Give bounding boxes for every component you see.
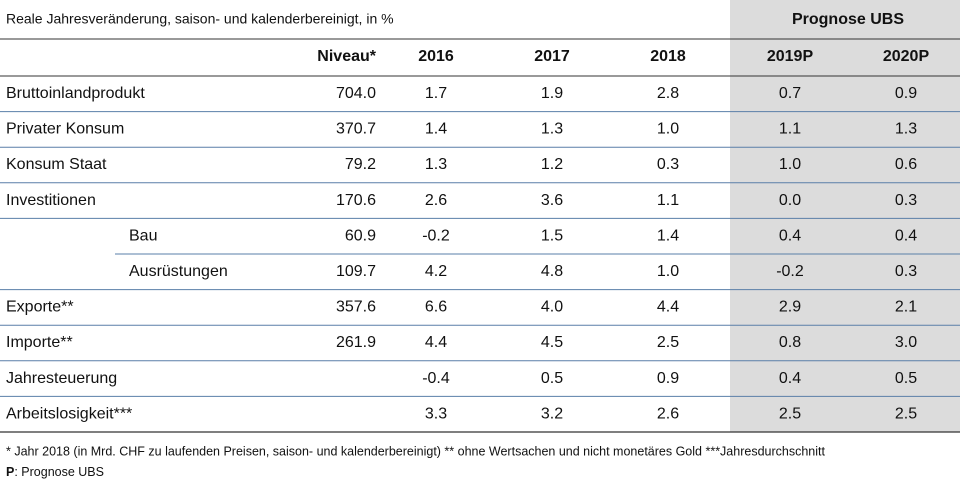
- cell: 3.6: [541, 192, 563, 209]
- cell: 0.3: [895, 263, 917, 280]
- cell: 0.3: [895, 192, 917, 209]
- cell: 2.1: [895, 299, 917, 316]
- cell: 79.2: [345, 156, 376, 173]
- column-header: 2019P: [767, 48, 814, 65]
- footnote: P: Prognose UBS: [6, 465, 104, 479]
- cell: -0.2: [422, 227, 450, 244]
- cell: 1.5: [541, 227, 563, 244]
- cell: 704.0: [336, 85, 376, 102]
- column-header: 2016: [418, 48, 454, 65]
- cell: 2.5: [895, 405, 917, 422]
- row-label: Privater Konsum: [6, 121, 124, 138]
- cell: 1.1: [657, 192, 679, 209]
- cell: -0.4: [422, 370, 450, 387]
- cell: 1.0: [657, 121, 679, 138]
- row-label: Bruttoinlandprodukt: [6, 85, 145, 102]
- cell: 1.3: [895, 121, 917, 138]
- cell: 1.0: [657, 263, 679, 280]
- cell: 60.9: [345, 227, 376, 244]
- cell: 1.1: [779, 121, 801, 138]
- cell: 1.0: [779, 156, 801, 173]
- cell: 0.6: [895, 156, 917, 173]
- cell: 6.6: [425, 299, 447, 316]
- cell: 1.3: [425, 156, 447, 173]
- cell: 3.2: [541, 405, 563, 422]
- cell: 0.3: [657, 156, 679, 173]
- cell: 2.5: [657, 334, 679, 351]
- cell: 0.0: [779, 192, 801, 209]
- cell: 4.8: [541, 263, 563, 280]
- cell: 2.5: [779, 405, 801, 422]
- column-header: Niveau*: [317, 48, 376, 65]
- cell: 4.4: [425, 334, 447, 351]
- cell: 0.5: [541, 370, 563, 387]
- cell: 261.9: [336, 334, 376, 351]
- cell: 0.4: [779, 370, 801, 387]
- row-label: Ausrüstungen: [129, 263, 228, 280]
- cell: 1.2: [541, 156, 563, 173]
- cell: -0.2: [776, 263, 804, 280]
- row-label: Arbeitslosigkeit***: [6, 405, 132, 422]
- cell: 1.7: [425, 85, 447, 102]
- forecast-label: Prognose UBS: [792, 11, 904, 28]
- row-label: Exporte**: [6, 299, 74, 316]
- column-header: 2020P: [883, 48, 930, 65]
- cell: 2.6: [657, 405, 679, 422]
- cell: 1.4: [425, 121, 447, 138]
- cell: 4.5: [541, 334, 563, 351]
- footnote-bold: P: [6, 465, 14, 479]
- cell: 2.8: [657, 85, 679, 102]
- footnote-text: : Prognose UBS: [14, 465, 104, 479]
- caption: Reale Jahresveränderung, saison- und kal…: [6, 11, 394, 27]
- cell: 1.3: [541, 121, 563, 138]
- forecast-shading: [730, 0, 960, 432]
- row-label: Konsum Staat: [6, 156, 107, 173]
- cell: 1.9: [541, 85, 563, 102]
- cell: 170.6: [336, 192, 376, 209]
- column-header: 2018: [650, 48, 686, 65]
- row-label: Bau: [129, 227, 157, 244]
- cell: 0.9: [657, 370, 679, 387]
- cell: 0.9: [895, 85, 917, 102]
- row-label: Investitionen: [6, 192, 96, 209]
- cell: 2.9: [779, 299, 801, 316]
- cell: 357.6: [336, 299, 376, 316]
- cell: 2.6: [425, 192, 447, 209]
- footnote: * Jahr 2018 (in Mrd. CHF zu laufenden Pr…: [6, 444, 825, 458]
- cell: 4.0: [541, 299, 563, 316]
- cell: 4.4: [657, 299, 679, 316]
- cell: 3.0: [895, 334, 917, 351]
- cell: 0.4: [895, 227, 917, 244]
- cell: 1.4: [657, 227, 679, 244]
- cell: 4.2: [425, 263, 447, 280]
- row-label: Jahresteuerung: [6, 370, 117, 387]
- row-label: Importe**: [6, 334, 73, 351]
- cell: 0.7: [779, 85, 801, 102]
- cell: 0.4: [779, 227, 801, 244]
- cell: 0.8: [779, 334, 801, 351]
- column-header: 2017: [534, 48, 570, 65]
- cell: 370.7: [336, 121, 376, 138]
- cell: 0.5: [895, 370, 917, 387]
- cell: 109.7: [336, 263, 376, 280]
- cell: 3.3: [425, 405, 447, 422]
